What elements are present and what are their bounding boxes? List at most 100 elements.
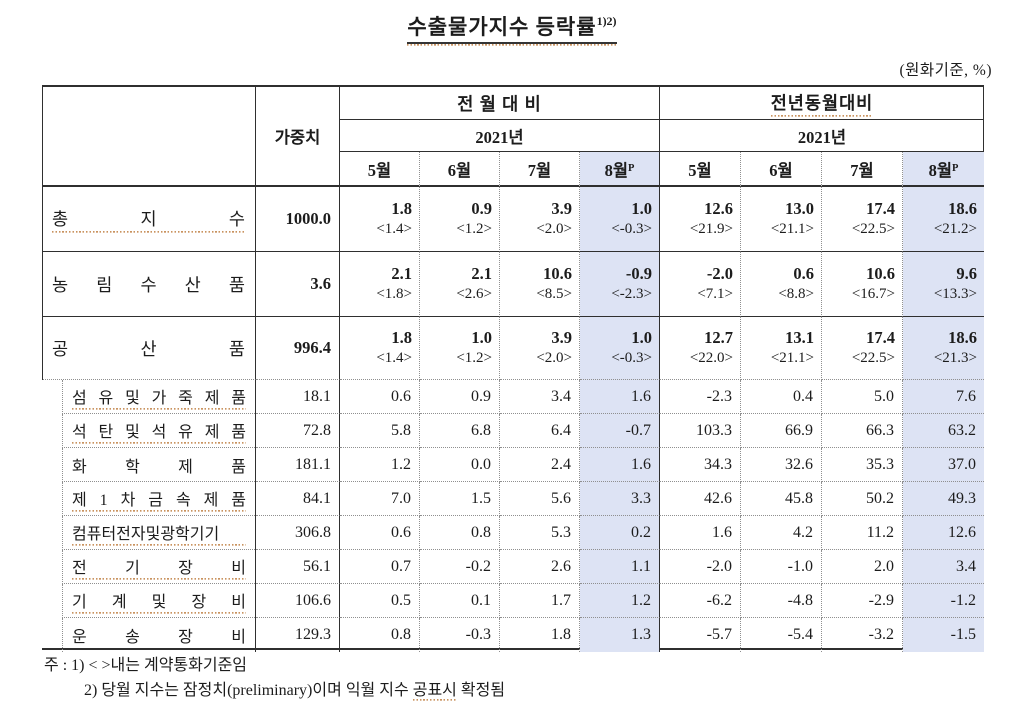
- total-index-label: 총 지 수: [52, 205, 245, 233]
- metal-mom-jul: 5.6: [500, 482, 580, 516]
- yoy-may-header: 5월: [660, 152, 741, 187]
- computer-mom-jun: 0.8: [420, 516, 500, 550]
- electrical-yoy-jul: 2.0: [822, 550, 903, 584]
- total-mom-jul-cell: 3.9 <2.0>: [500, 187, 580, 252]
- electrical-row-label-cell: 전 기 장 비: [42, 550, 256, 584]
- weight-column-header: 가중치: [256, 87, 340, 187]
- manuf-yoy-jul-cell: 17.4 <22.5>: [822, 317, 903, 380]
- coal-weight: 72.8: [256, 414, 340, 448]
- computer-weight: 306.8: [256, 516, 340, 550]
- machinery-mom-may: 0.5: [340, 584, 420, 618]
- coal-yoy-jun: 66.9: [741, 414, 822, 448]
- total-mom-may-cell: 1.8 <1.4>: [340, 187, 420, 252]
- chemical-mom-jul: 2.4: [500, 448, 580, 482]
- manuf-mom-aug-cell: 1.0 <-0.3>: [580, 317, 660, 380]
- computer-yoy-aug: 12.6: [903, 516, 984, 550]
- electrical-yoy-aug: 3.4: [903, 550, 984, 584]
- agri-yoy-jun-cell: 0.6 <8.8>: [741, 252, 822, 317]
- coal-row-label-cell: 석 탄 및 석 유 제 품: [42, 414, 256, 448]
- yoy-group-header-text: 전년동월대비: [770, 89, 874, 117]
- metal-mom-aug: 3.3: [580, 482, 660, 516]
- transport-weight: 129.3: [256, 618, 340, 652]
- textile-weight: 18.1: [256, 380, 340, 414]
- machinery-mom-jul: 1.7: [500, 584, 580, 618]
- total-yoy-aug-cell: 18.6 <21.2>: [903, 187, 984, 252]
- textile-yoy-may: -2.3: [660, 380, 741, 414]
- footnote-2-marked-word: 공표시: [412, 682, 457, 701]
- coal-yoy-may: 103.3: [660, 414, 741, 448]
- electrical-weight: 56.1: [256, 550, 340, 584]
- coal-yoy-aug: 63.2: [903, 414, 984, 448]
- total-mom-jun-cell: 0.9 <1.2>: [420, 187, 500, 252]
- yoy-jun-header: 6월: [741, 152, 822, 187]
- manuf-row-label-cell: 공 산 품: [42, 317, 256, 380]
- agri-yoy-jul-cell: 10.6 <16.7>: [822, 252, 903, 317]
- transport-mom-jun: -0.3: [420, 618, 500, 652]
- total-mom-aug-cell: 1.0 <-0.3>: [580, 187, 660, 252]
- chemical-yoy-jun: 32.6: [741, 448, 822, 482]
- computer-yoy-jun: 4.2: [741, 516, 822, 550]
- electrical-mom-aug: 1.1: [580, 550, 660, 584]
- textile-mom-may: 0.6: [340, 380, 420, 414]
- preliminary-superscript: P: [952, 163, 959, 174]
- agri-mom-jun-cell: 2.1 <2.6>: [420, 252, 500, 317]
- footnote-1: 주 : 1) < >내는 계약통화기준임: [44, 657, 248, 674]
- total-yoy-jul-cell: 17.4 <22.5>: [822, 187, 903, 252]
- transport-mom-may: 0.8: [340, 618, 420, 652]
- manuf-yoy-jun-cell: 13.1 <21.1>: [741, 317, 822, 380]
- coal-mom-jun: 6.8: [420, 414, 500, 448]
- yoy-group-header: 전년동월대비: [660, 87, 984, 120]
- mom-group-header: 전 월 대 비: [340, 87, 660, 120]
- mom-jun-header: 6월: [420, 152, 500, 187]
- transport-yoy-aug: -1.5: [903, 618, 984, 652]
- transport-yoy-jul: -3.2: [822, 618, 903, 652]
- manuf-mom-jul-cell: 3.9 <2.0>: [500, 317, 580, 380]
- export-price-index-table: 가중치 전 월 대 비 전년동월대비 2021년 2021년 5월 6월 7월 …: [42, 85, 984, 652]
- corner-empty-cell: [42, 87, 256, 187]
- coal-mom-may: 5.8: [340, 414, 420, 448]
- agri-mom-aug-cell: -0.9 <-2.3>: [580, 252, 660, 317]
- mom-year-header: 2021년: [340, 120, 660, 152]
- metal-yoy-jul: 50.2: [822, 482, 903, 516]
- machinery-label: 기 계 및 장 비: [72, 587, 246, 614]
- mom-jul-header: 7월: [500, 152, 580, 187]
- coal-mom-jul: 6.4: [500, 414, 580, 448]
- preliminary-superscript: P: [628, 163, 635, 174]
- agri-mom-jul-cell: 10.6 <8.5>: [500, 252, 580, 317]
- page-title: 수출물가지수 등락률1)2): [407, 11, 617, 46]
- agri-yoy-aug-cell: 9.6 <13.3>: [903, 252, 984, 317]
- manuf-mom-may-cell: 1.8 <1.4>: [340, 317, 420, 380]
- chemical-mom-jun: 0.0: [420, 448, 500, 482]
- manuf-yoy-may-cell: 12.7 <22.0>: [660, 317, 741, 380]
- transport-mom-jul: 1.8: [500, 618, 580, 652]
- manuf-weight: 996.4: [256, 317, 340, 380]
- manuf-mom-jun-cell: 1.0 <1.2>: [420, 317, 500, 380]
- textile-mom-jun: 0.9: [420, 380, 500, 414]
- textile-label: 섬 유 및 가 죽 제 품: [72, 383, 246, 410]
- metal-label: 제 1 차 금 속 제 품: [72, 485, 246, 512]
- unit-label: (원화기준, %): [899, 62, 992, 79]
- coal-yoy-jul: 66.3: [822, 414, 903, 448]
- manuf-label: 공 산 품: [52, 338, 245, 359]
- transport-label: 운 송 장 비: [72, 629, 246, 646]
- metal-weight: 84.1: [256, 482, 340, 516]
- coal-label: 석 탄 및 석 유 제 품: [72, 417, 246, 444]
- yoy-year-header: 2021년: [660, 120, 984, 152]
- total-index-row-label-cell: 총 지 수: [42, 187, 256, 252]
- textile-mom-jul: 3.4: [500, 380, 580, 414]
- title-block: 수출물가지수 등락률1)2): [0, 11, 1024, 46]
- chemical-yoy-jul: 35.3: [822, 448, 903, 482]
- chemical-yoy-aug: 37.0: [903, 448, 984, 482]
- textile-yoy-jul: 5.0: [822, 380, 903, 414]
- chemical-weight: 181.1: [256, 448, 340, 482]
- metal-row-label-cell: 제 1 차 금 속 제 품: [42, 482, 256, 516]
- page-title-text: 수출물가지수 등락률: [407, 15, 597, 39]
- computer-mom-may: 0.6: [340, 516, 420, 550]
- footnotes: 주 : 1) < >내는 계약통화기준임 2) 당월 지수는 잠정치(preli…: [44, 653, 505, 703]
- footnote-prefix: 주 :: [44, 657, 68, 674]
- computer-row-label-cell: 컴퓨터전자및광학기기: [42, 516, 256, 550]
- metal-yoy-aug: 49.3: [903, 482, 984, 516]
- computer-yoy-jul: 11.2: [822, 516, 903, 550]
- machinery-yoy-may: -6.2: [660, 584, 741, 618]
- chemical-row-label-cell: 화 학 제 품: [42, 448, 256, 482]
